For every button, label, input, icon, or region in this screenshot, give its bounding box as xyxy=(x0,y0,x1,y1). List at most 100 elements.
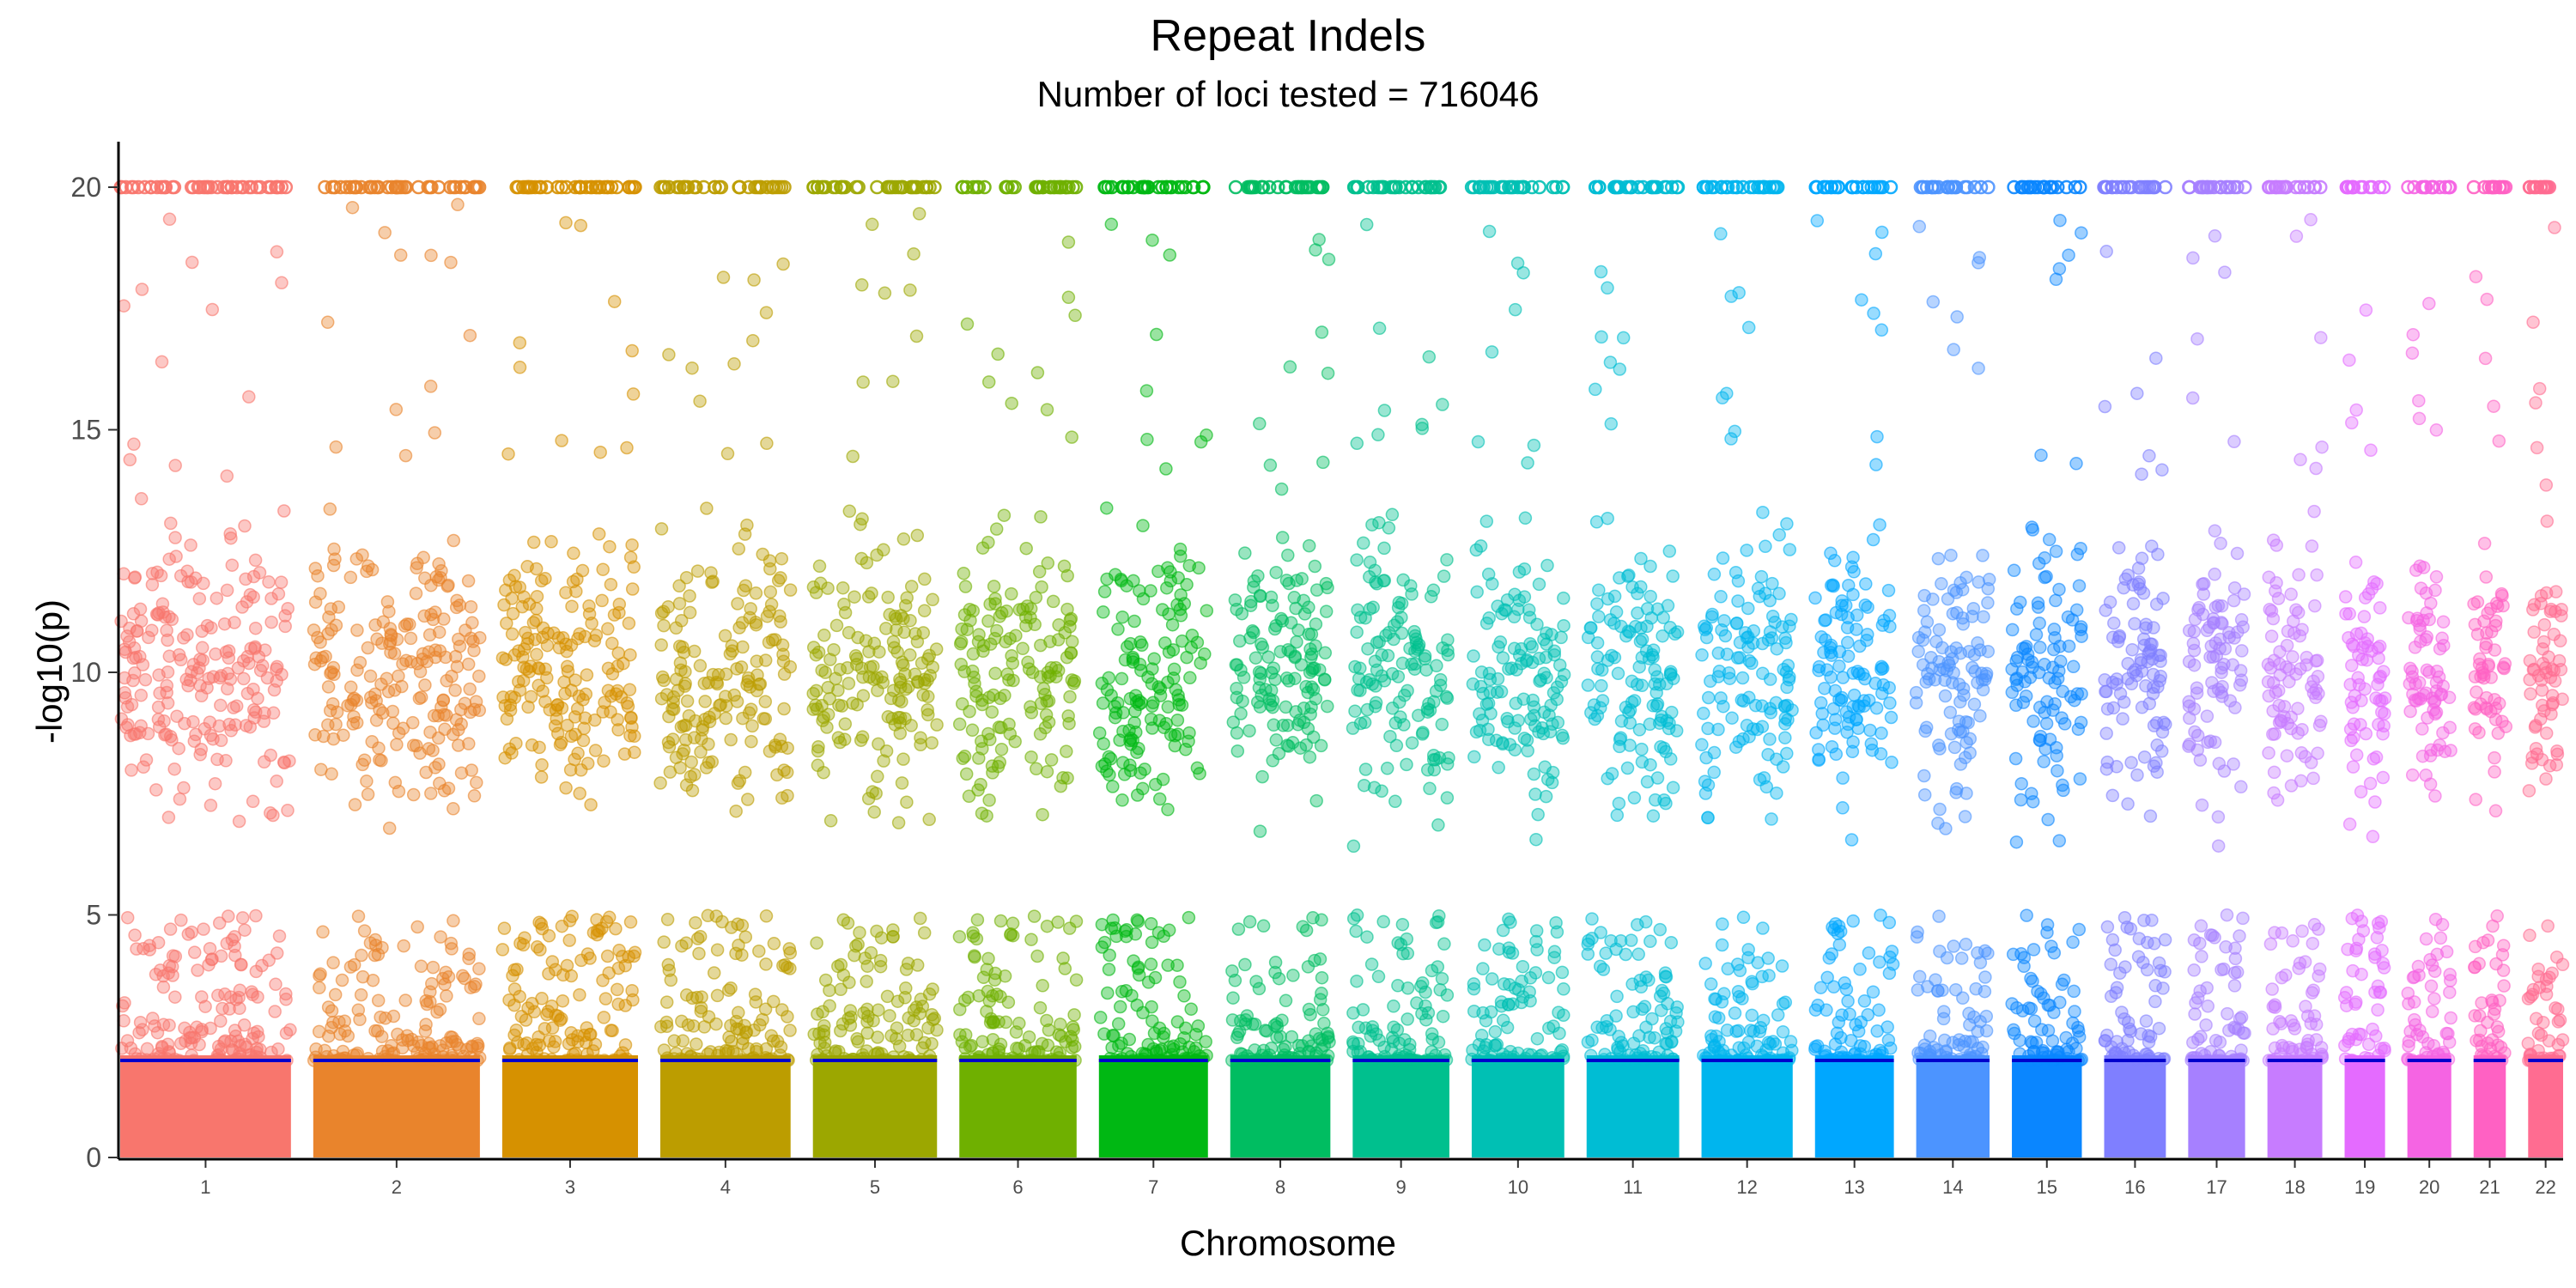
data-point-chr12 xyxy=(1707,765,1721,780)
data-point-chr7 xyxy=(1097,605,1110,619)
data-point-chr4 xyxy=(774,615,787,629)
data-point-chr14 xyxy=(1912,969,1927,984)
data-point-chr8 xyxy=(1234,663,1248,677)
data-point-chr6 xyxy=(955,622,969,636)
data-point-chr2 xyxy=(410,561,423,575)
data-point-chr6 xyxy=(969,932,984,946)
data-point-chr9 xyxy=(1387,1020,1400,1034)
data-point-chr7 xyxy=(1113,999,1127,1014)
data-point-chr7 xyxy=(1097,737,1110,750)
data-point-chr1 xyxy=(128,928,142,942)
data-point-chr6 xyxy=(982,793,996,807)
data-point-chr8 xyxy=(1256,919,1271,933)
data-point-chr15 xyxy=(2035,1046,2050,1060)
data-point-chr16 xyxy=(2155,463,2169,477)
data-point-chr16 xyxy=(2133,581,2148,596)
data-point-chr15 xyxy=(2037,991,2050,1005)
data-point-chr3 xyxy=(617,656,630,671)
data-point-chr1 xyxy=(233,1001,246,1016)
data-point-chr6 xyxy=(956,751,970,765)
data-point-chr2 xyxy=(423,380,438,393)
data-point-chr2 xyxy=(347,957,361,972)
data-point-chr4 xyxy=(776,257,790,271)
data-point-chr6 xyxy=(959,767,974,781)
data-point-chr19 xyxy=(2375,694,2389,708)
data-point-chr14 xyxy=(1945,676,1959,690)
data-point-chr15 xyxy=(2068,1005,2081,1018)
data-point-chr4 xyxy=(679,936,693,950)
data-point-chr14 xyxy=(1950,310,1964,324)
data-point-chr16 xyxy=(2149,351,2163,365)
data-point-chr2 xyxy=(413,665,428,678)
data-point-chr9 xyxy=(1412,638,1426,652)
data-point-chr12 xyxy=(1776,760,1790,774)
data-point-chr16 xyxy=(2115,1005,2129,1019)
data-point-chr17 xyxy=(2220,908,2234,922)
data-point-chr9 xyxy=(1371,428,1385,442)
data-point-chr6 xyxy=(971,783,985,797)
data-point-chr1 xyxy=(156,969,170,983)
data-point-chr14 xyxy=(1981,179,1996,195)
data-point-chr16 xyxy=(2105,933,2120,947)
data-point-chr4 xyxy=(720,447,735,461)
data-point-chr13 xyxy=(1886,957,1900,971)
data-point-chr16 xyxy=(2098,673,2111,687)
data-point-chr11 xyxy=(1611,666,1625,681)
data-point-chr3 xyxy=(588,744,603,757)
data-point-chr17 xyxy=(2205,928,2220,943)
data-point-chr5 xyxy=(926,982,939,996)
data-point-chr3 xyxy=(565,909,579,923)
data-point-chr2 xyxy=(422,645,436,659)
data-point-chr15 xyxy=(2041,812,2055,827)
data-point-chr5 xyxy=(835,580,850,595)
data-point-chr18 xyxy=(2294,746,2309,760)
data-point-chr13 xyxy=(1832,938,1847,951)
data-point-chr18 xyxy=(2309,461,2323,476)
data-point-chr3 xyxy=(568,752,581,767)
data-point-chr16 xyxy=(2154,669,2168,683)
data-point-chr5 xyxy=(860,975,873,988)
data-point-chr10 xyxy=(1476,962,1490,975)
data-point-chr11 xyxy=(1595,330,1608,344)
data-point-chr6 xyxy=(972,988,986,1003)
data-point-chr4 xyxy=(678,665,692,678)
data-point-chr1 xyxy=(130,624,144,638)
data-point-chr10 xyxy=(1516,692,1531,706)
data-point-chr4 xyxy=(782,942,797,956)
data-point-chr14 xyxy=(1944,548,1958,562)
data-point-chr4 xyxy=(759,909,774,923)
x-axis-title: Chromosome xyxy=(1179,1223,1397,1263)
data-point-chr11 xyxy=(1643,934,1657,949)
data-point-chr10 xyxy=(1519,654,1534,668)
data-point-chr17 xyxy=(2234,673,2249,687)
data-point-chr15 xyxy=(2070,687,2085,701)
data-point-chr2 xyxy=(308,562,323,575)
data-point-chr1 xyxy=(146,1012,160,1025)
data-point-chr2 xyxy=(398,993,412,1007)
data-point-chr16 xyxy=(2123,1022,2136,1036)
data-point-chr7 xyxy=(1177,1030,1191,1045)
data-point-chr19 xyxy=(2339,607,2353,621)
data-point-chr1 xyxy=(233,1038,247,1053)
data-point-chr15 xyxy=(2060,1042,2074,1056)
data-point-chr3 xyxy=(543,702,557,717)
data-point-chr5 xyxy=(842,504,857,519)
data-point-chr13 xyxy=(1865,743,1880,757)
data-point-chr1 xyxy=(228,616,241,629)
data-point-chr11 xyxy=(1592,610,1606,623)
data-point-chr16 xyxy=(2121,656,2135,671)
data-point-chr1 xyxy=(145,578,160,592)
data-point-chr3 xyxy=(533,943,547,957)
chart-title: Repeat Indels xyxy=(1150,11,1426,61)
data-point-chr5 xyxy=(829,618,844,633)
data-point-chr16 xyxy=(2130,768,2144,782)
data-point-chr6 xyxy=(1030,949,1044,963)
data-point-chr3 xyxy=(585,617,598,630)
data-point-chr12 xyxy=(1782,672,1796,687)
data-point-chr10 xyxy=(1537,705,1552,720)
data-point-chr2 xyxy=(348,798,362,811)
data-point-chr7 xyxy=(1166,671,1181,685)
data-point-chr1 xyxy=(168,459,182,472)
data-point-chr5 xyxy=(810,702,824,716)
data-point-chr9 xyxy=(1359,217,1374,232)
